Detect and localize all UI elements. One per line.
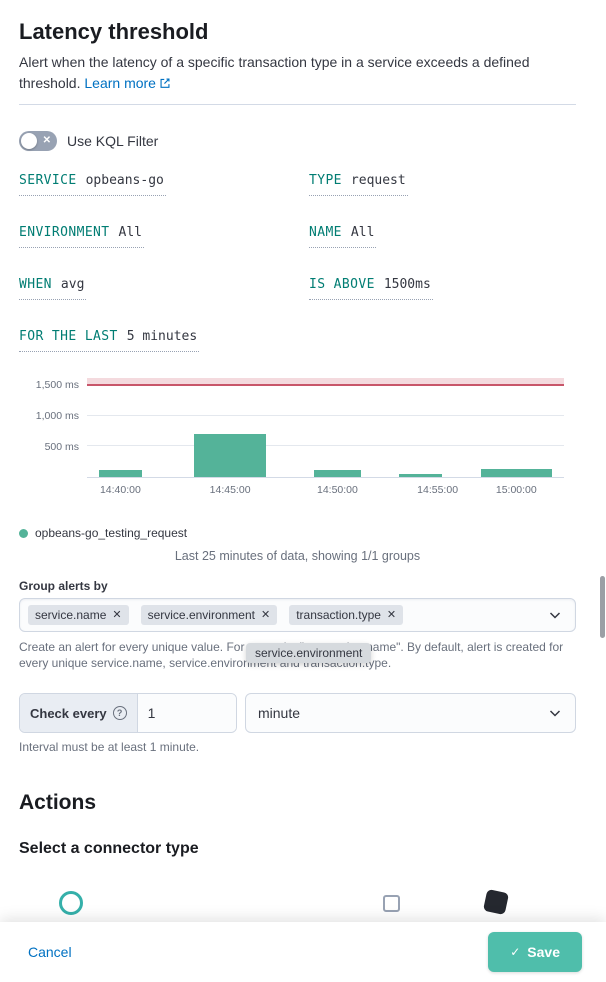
environment-expression[interactable]: ENVIRONMENT All [19, 225, 144, 248]
chart-y-axis: 1,500 ms 1,000 ms 500 ms [19, 378, 79, 478]
check-icon: ✓ [510, 945, 521, 959]
when-expression[interactable]: WHEN avg [19, 277, 87, 300]
threshold-band [87, 378, 564, 386]
for-the-last-expression[interactable]: FOR THE LAST 5 minutes [19, 329, 200, 352]
service-expression[interactable]: SERVICE opbeans-go [19, 173, 166, 196]
chart-plot [87, 378, 564, 478]
description-text: Alert when the latency of a specific tra… [19, 54, 530, 91]
remove-tag-icon[interactable]: ✕ [260, 608, 271, 621]
tag-service-name[interactable]: service.name ✕ [28, 605, 129, 625]
chart-x-tick-label: 14:45:00 [209, 484, 251, 496]
description: Alert when the latency of a specific tra… [19, 52, 559, 94]
chart-gridline [87, 414, 564, 416]
field-tooltip: service.environment [246, 643, 372, 663]
kql-filter-label: Use KQL Filter [67, 133, 159, 149]
chart-bar [194, 434, 266, 477]
group-alerts-combobox[interactable]: service.name ✕ service.environment ✕ tra… [19, 598, 576, 632]
divider [19, 104, 576, 105]
kql-filter-toggle[interactable]: ✕ [19, 131, 57, 151]
connector-icon-2[interactable] [383, 895, 400, 912]
chart-inner: 14:40:00 14:45:00 14:50:00 14:55:00 15:00:00 [87, 378, 564, 504]
chart-bar [313, 470, 362, 477]
type-expression[interactable]: TYPE request [309, 173, 408, 196]
remove-tag-icon[interactable]: ✕ [112, 608, 122, 621]
name-expression[interactable]: NAME All [309, 225, 377, 248]
chevron-down-icon [549, 612, 561, 619]
switch-knob [21, 133, 37, 149]
group-by-help-wrap: Create an alert for every unique value. … [19, 639, 571, 671]
chart-x-tick-label: 14:40:00 [99, 484, 141, 496]
interval-help-text: Interval must be at least 1 minute. [19, 740, 200, 754]
connector-icon-1[interactable] [59, 891, 83, 915]
flyout-content: Latency threshold Alert when the latency… [19, 19, 576, 933]
kql-filter-row: ✕ Use KQL Filter [19, 131, 576, 151]
interval-unit-value: minute [258, 705, 301, 721]
chart-y-tick-label: 1,000 ms [35, 410, 79, 423]
chart-y-tick-label: 1,500 ms [35, 379, 79, 392]
chevron-down-icon [549, 710, 561, 717]
check-every-prepend: Check every ? [20, 694, 138, 732]
tag-service-environment[interactable]: service.environment ✕ [140, 605, 278, 625]
remove-tag-icon[interactable]: ✕ [386, 608, 397, 621]
page-title: Latency threshold [19, 19, 209, 44]
chart-legend-item[interactable]: opbeans-go_testing_request [19, 526, 576, 540]
chart-gridline [87, 445, 564, 447]
chart-bar [480, 469, 553, 477]
check-interval-row: Check every ? minute [19, 693, 576, 733]
flyout-footer: Cancel ✓ Save [0, 922, 606, 982]
actions-heading: Actions [19, 791, 97, 814]
chart-bar [399, 474, 443, 477]
threshold-line [87, 384, 564, 387]
group-alerts-by-label: Group alerts by [19, 579, 108, 593]
chart-x-tick-label: 14:55:00 [417, 484, 459, 496]
check-every-input[interactable] [137, 694, 236, 732]
latency-preview-chart: 1,500 ms 1,000 ms 500 ms 14:40:00 14:45:00 1… [19, 378, 576, 504]
connector-type-grid [19, 888, 576, 933]
chart-bar [98, 470, 142, 477]
is-above-expression[interactable]: IS ABOVE 1500ms [309, 277, 433, 300]
external-link-icon [160, 78, 170, 88]
legend-label: opbeans-go_testing_request [35, 526, 188, 540]
interval-unit-select[interactable]: minute [245, 693, 576, 733]
tag-transaction-type[interactable]: transaction.type ✕ [289, 605, 404, 625]
cancel-button[interactable]: Cancel [28, 944, 72, 960]
chart-x-tick-label: 14:50:00 [316, 484, 358, 496]
expression-grid: SERVICE opbeans-go TYPE request ENVIRONM… [19, 173, 576, 352]
chart-y-tick-label: 500 ms [44, 441, 79, 454]
switch-off-icon: ✕ [42, 135, 51, 146]
connector-type-heading: Select a connector type [19, 840, 199, 857]
legend-dot-icon [19, 528, 28, 538]
save-button[interactable]: ✓ Save [488, 932, 582, 972]
help-icon[interactable]: ? [112, 706, 127, 720]
connector-icon-3[interactable] [482, 888, 510, 916]
check-every-group: Check every ? [19, 693, 237, 733]
learn-more-link[interactable]: Learn more [84, 75, 171, 91]
scrollbar-thumb[interactable] [600, 576, 605, 638]
chart-x-tick-label: 15:00:00 [495, 484, 537, 496]
chart-x-axis: 14:40:00 14:45:00 14:50:00 14:55:00 15:00:00 [87, 484, 564, 504]
chart-caption: Last 25 minutes of data, showing 1/1 gro… [174, 549, 421, 563]
